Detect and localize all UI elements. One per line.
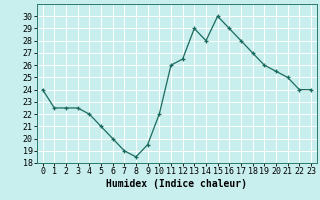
X-axis label: Humidex (Indice chaleur): Humidex (Indice chaleur)	[106, 179, 247, 189]
